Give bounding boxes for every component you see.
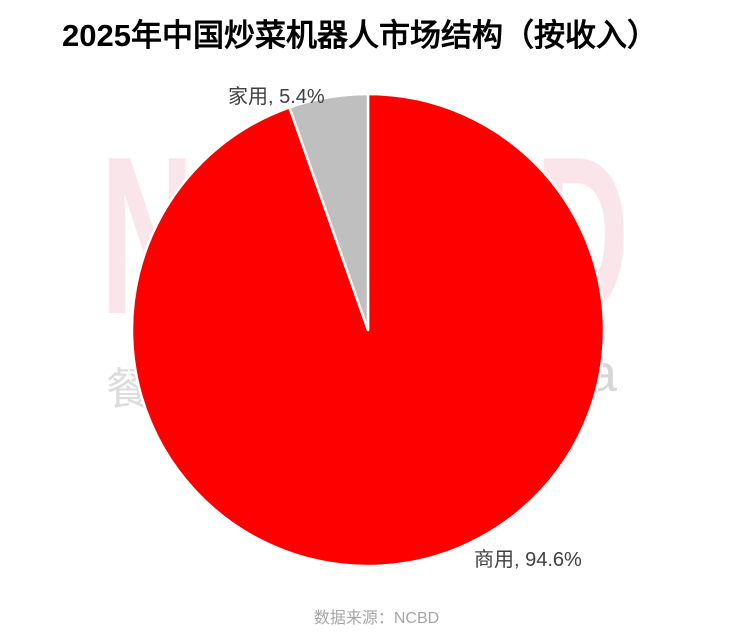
pie-label-household: 家用, 5.4% bbox=[228, 86, 325, 108]
pie-label-commercial: 商用, 94.6% bbox=[474, 549, 582, 571]
data-source: 数据来源：NCBD bbox=[313, 610, 440, 627]
chart-title: 2025年中国炒菜机器人市场结构（按收入） bbox=[62, 18, 658, 53]
pie-slice-household bbox=[288, 92, 370, 332]
